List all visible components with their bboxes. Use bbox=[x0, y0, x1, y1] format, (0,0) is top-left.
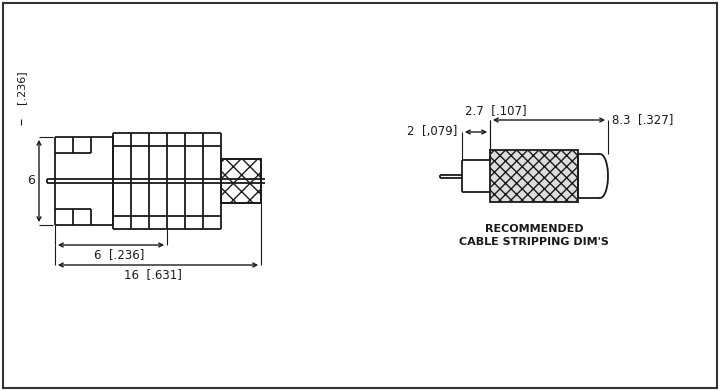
Text: 6: 6 bbox=[27, 174, 35, 188]
Bar bbox=[221, 159, 261, 203]
Text: 8.3  [.327]: 8.3 [.327] bbox=[612, 113, 673, 127]
Bar bbox=[490, 150, 578, 202]
Text: RECOMMENDED: RECOMMENDED bbox=[485, 224, 583, 234]
Text: [.236]: [.236] bbox=[16, 70, 26, 104]
Text: 2  [,079]: 2 [,079] bbox=[407, 126, 457, 138]
Text: 2.7  [.107]: 2.7 [.107] bbox=[465, 104, 527, 117]
Text: CABLE STRIPPING DIM'S: CABLE STRIPPING DIM'S bbox=[459, 237, 609, 247]
Text: 16  [.631]: 16 [.631] bbox=[124, 268, 182, 281]
Text: 6  [.236]: 6 [.236] bbox=[94, 248, 144, 261]
